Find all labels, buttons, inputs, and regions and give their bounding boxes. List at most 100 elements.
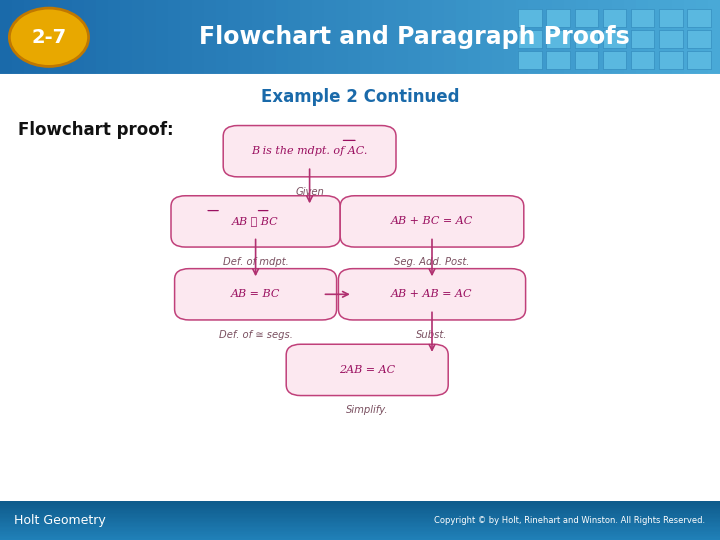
FancyBboxPatch shape xyxy=(518,30,542,48)
FancyBboxPatch shape xyxy=(546,30,570,48)
Bar xyxy=(624,0,636,75)
Bar xyxy=(228,0,240,75)
Text: Flowchart and Paragraph Proofs: Flowchart and Paragraph Proofs xyxy=(199,25,629,49)
Bar xyxy=(108,0,120,75)
Bar xyxy=(444,0,456,75)
FancyBboxPatch shape xyxy=(340,195,524,247)
FancyBboxPatch shape xyxy=(659,9,683,27)
Bar xyxy=(12,0,24,75)
Bar xyxy=(408,0,420,75)
Bar xyxy=(612,0,624,75)
Bar xyxy=(456,0,468,75)
Bar xyxy=(204,0,216,75)
FancyBboxPatch shape xyxy=(631,30,654,48)
Text: AB + AB = AC: AB + AB = AC xyxy=(391,289,473,299)
FancyBboxPatch shape xyxy=(659,51,683,69)
Bar xyxy=(84,0,96,75)
Bar xyxy=(0,519,720,521)
Text: AB ≅ BC: AB ≅ BC xyxy=(233,217,279,226)
FancyBboxPatch shape xyxy=(171,195,340,247)
FancyBboxPatch shape xyxy=(687,30,711,48)
Bar xyxy=(0,526,720,527)
Bar xyxy=(708,0,720,75)
Bar xyxy=(0,510,720,511)
Bar xyxy=(0,513,720,514)
FancyBboxPatch shape xyxy=(603,51,626,69)
FancyBboxPatch shape xyxy=(631,51,654,69)
Bar xyxy=(0,502,720,504)
FancyBboxPatch shape xyxy=(575,9,598,27)
Bar xyxy=(684,0,696,75)
FancyBboxPatch shape xyxy=(603,9,626,27)
Bar xyxy=(468,0,480,75)
Text: 2-7: 2-7 xyxy=(32,28,66,47)
FancyBboxPatch shape xyxy=(603,30,626,48)
Bar xyxy=(672,0,684,75)
FancyBboxPatch shape xyxy=(631,9,654,27)
Bar xyxy=(264,0,276,75)
Bar xyxy=(288,0,300,75)
Bar xyxy=(0,517,720,518)
Bar xyxy=(0,514,720,515)
Text: Simplify.: Simplify. xyxy=(346,405,389,415)
Bar xyxy=(0,521,720,522)
Bar xyxy=(216,0,228,75)
FancyBboxPatch shape xyxy=(575,51,598,69)
FancyBboxPatch shape xyxy=(546,51,570,69)
Text: Flowchart proof:: Flowchart proof: xyxy=(18,120,174,139)
FancyBboxPatch shape xyxy=(338,269,526,320)
FancyBboxPatch shape xyxy=(659,30,683,48)
Bar xyxy=(480,0,492,75)
Text: AB + BC = AC: AB + BC = AC xyxy=(391,217,473,226)
Bar xyxy=(168,0,180,75)
Bar xyxy=(0,505,720,507)
FancyBboxPatch shape xyxy=(287,345,448,395)
FancyBboxPatch shape xyxy=(174,269,336,320)
Bar xyxy=(0,504,720,505)
Bar xyxy=(0,535,720,536)
Bar xyxy=(0,522,720,523)
Bar xyxy=(648,0,660,75)
Bar xyxy=(0,528,720,530)
Bar xyxy=(276,0,288,75)
Bar xyxy=(0,537,720,539)
Bar xyxy=(96,0,108,75)
Bar xyxy=(696,0,708,75)
Ellipse shape xyxy=(9,8,89,66)
Bar xyxy=(0,534,720,535)
Text: Copyright © by Holt, Rinehart and Winston. All Rights Reserved.: Copyright © by Holt, Rinehart and Winsto… xyxy=(434,516,706,525)
Bar xyxy=(24,0,36,75)
Text: Given: Given xyxy=(295,186,324,197)
Bar xyxy=(120,0,132,75)
Bar xyxy=(600,0,612,75)
Text: AB = BC: AB = BC xyxy=(231,289,280,299)
Bar xyxy=(48,0,60,75)
Bar xyxy=(516,0,528,75)
Bar xyxy=(0,518,720,519)
Bar xyxy=(348,0,360,75)
Bar xyxy=(360,0,372,75)
Bar xyxy=(192,0,204,75)
Bar xyxy=(492,0,504,75)
Bar xyxy=(156,0,168,75)
Bar xyxy=(240,0,252,75)
Bar xyxy=(588,0,600,75)
Bar xyxy=(0,508,720,509)
Bar xyxy=(72,0,84,75)
Text: Example 2 Continued: Example 2 Continued xyxy=(261,88,459,106)
FancyBboxPatch shape xyxy=(687,9,711,27)
Text: Seg. Add. Post.: Seg. Add. Post. xyxy=(395,257,469,267)
Text: Subst.: Subst. xyxy=(416,329,448,340)
Bar xyxy=(252,0,264,75)
Bar xyxy=(372,0,384,75)
Bar xyxy=(504,0,516,75)
Bar xyxy=(0,531,720,532)
Bar xyxy=(0,0,12,75)
FancyBboxPatch shape xyxy=(223,126,396,177)
Bar xyxy=(420,0,432,75)
Bar xyxy=(132,0,144,75)
FancyBboxPatch shape xyxy=(518,51,542,69)
FancyBboxPatch shape xyxy=(546,9,570,27)
Bar xyxy=(660,0,672,75)
Bar xyxy=(540,0,552,75)
